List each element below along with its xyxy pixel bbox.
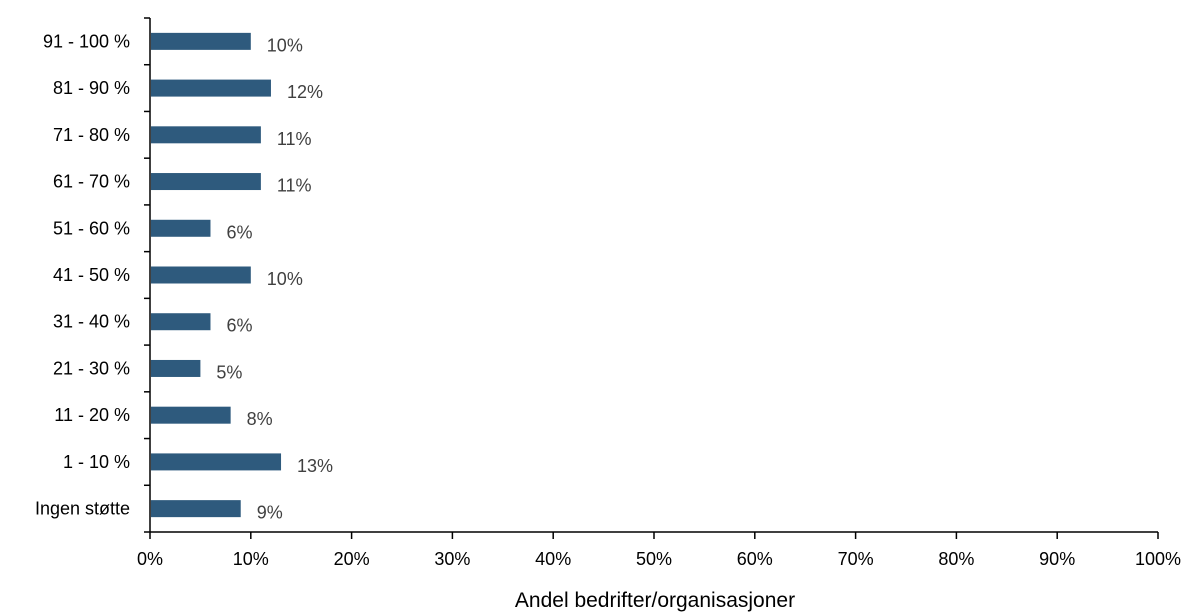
category-label: 21 - 30 % xyxy=(53,358,130,378)
bars xyxy=(151,32,282,518)
data-label: 13% xyxy=(297,456,333,476)
category-label: 1 - 10 % xyxy=(63,452,130,472)
bar xyxy=(151,266,251,284)
bar xyxy=(151,32,251,50)
bar xyxy=(151,79,271,97)
data-label: 8% xyxy=(247,409,273,429)
data-label: 10% xyxy=(267,35,303,55)
category-label: 61 - 70 % xyxy=(53,172,130,192)
x-tick-label: 50% xyxy=(636,549,672,569)
x-tick-label: 20% xyxy=(334,549,370,569)
bar xyxy=(151,173,261,191)
category-label: 71 - 80 % xyxy=(53,125,130,145)
axes xyxy=(144,17,1159,539)
data-label: 6% xyxy=(226,316,252,336)
data-label: 10% xyxy=(267,269,303,289)
x-tick-label: 40% xyxy=(535,549,571,569)
x-tick-labels: 0% 10% 20% 30% 40% 50% 60% 70% 80% 90% 100% xyxy=(137,549,1181,569)
x-axis-title: Andel bedrifter/organisasjoner xyxy=(515,589,795,612)
bar xyxy=(151,219,211,237)
data-label: 11% xyxy=(277,176,312,196)
category-label: 41 - 50 % xyxy=(53,265,130,285)
bar xyxy=(151,126,261,144)
category-label: 31 - 40 % xyxy=(53,312,130,332)
x-tick-label: 0% xyxy=(137,549,163,569)
category-label: Ingen støtte xyxy=(35,499,130,519)
data-label: 12% xyxy=(287,82,323,102)
data-label: 9% xyxy=(257,503,283,523)
data-label: 6% xyxy=(226,222,252,242)
bar xyxy=(151,500,241,518)
bar xyxy=(151,453,282,471)
x-tick-label: 30% xyxy=(434,549,470,569)
x-tick-label: 80% xyxy=(938,549,974,569)
x-tick-label: 100% xyxy=(1135,549,1181,569)
data-label: 11% xyxy=(277,129,312,149)
category-label: 81 - 90 % xyxy=(53,78,130,98)
x-tick-label: 90% xyxy=(1039,549,1075,569)
bar xyxy=(151,406,231,424)
data-label: 5% xyxy=(216,362,242,382)
category-label: 91 - 100 % xyxy=(43,31,130,51)
bar xyxy=(151,313,211,331)
category-label: 51 - 60 % xyxy=(53,218,130,238)
bar xyxy=(151,359,201,377)
x-tick-label: 10% xyxy=(233,549,269,569)
x-tick-label: 70% xyxy=(838,549,874,569)
category-labels: Ingen støtte 1 - 10 % 11 - 20 % 21 - 30 % 31… xyxy=(35,31,130,518)
x-tick-label: 60% xyxy=(737,549,773,569)
category-label: 11 - 20 % xyxy=(54,405,130,425)
data-labels: 9% 13% 8% 5% 6% 10% 6% 11% 11% 12% 10% xyxy=(216,35,333,522)
